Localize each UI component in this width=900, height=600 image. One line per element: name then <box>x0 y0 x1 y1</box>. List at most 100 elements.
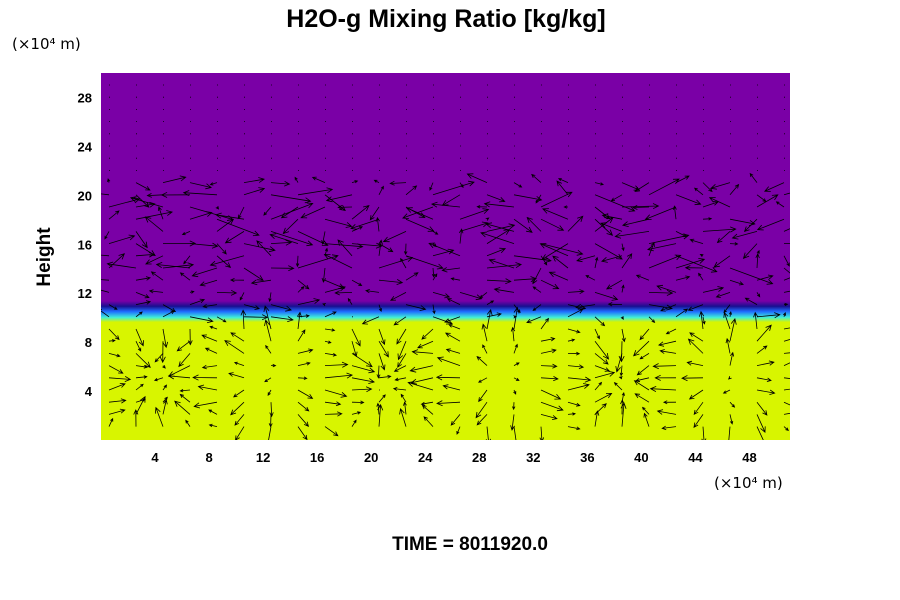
wind-vector <box>646 243 677 252</box>
wind-vector <box>783 377 790 379</box>
wind-vector <box>675 275 691 281</box>
wind-vector <box>323 254 353 269</box>
wind-vector <box>430 201 461 208</box>
wind-vector <box>108 210 120 220</box>
wind-vector <box>513 377 520 381</box>
wind-vector <box>459 208 490 220</box>
wind-vector <box>756 292 761 298</box>
wind-vector <box>693 187 704 196</box>
wind-vector <box>513 182 523 188</box>
wind-vector <box>693 414 704 429</box>
wind-vector <box>297 361 311 366</box>
wind-vector <box>234 414 245 426</box>
wind-vector <box>179 389 191 393</box>
wind-vector <box>108 408 126 415</box>
wind-vector <box>403 401 407 415</box>
wind-vector <box>632 204 650 210</box>
wind-vector <box>271 363 277 368</box>
wind-vector <box>756 389 776 395</box>
wind-vector <box>488 258 515 269</box>
wind-vector <box>297 298 321 305</box>
wind-vector <box>108 339 116 343</box>
wind-vector <box>162 240 197 247</box>
wind-vector <box>432 248 455 257</box>
wind-vector <box>104 231 110 240</box>
wind-vector <box>282 218 299 235</box>
wind-vector <box>154 353 164 363</box>
x-tick-label: 48 <box>742 450 756 465</box>
wind-vector <box>648 241 655 256</box>
wind-vector <box>575 303 596 310</box>
wind-vector <box>702 182 713 193</box>
wind-vector <box>622 218 650 227</box>
wind-vector <box>235 426 245 440</box>
wind-vector <box>783 255 790 267</box>
chart-title: H2O-g Mixing Ratio [kg/kg] <box>286 5 605 33</box>
wind-vector <box>594 292 619 301</box>
x-axis-unit: (×10⁴ m) <box>714 474 783 492</box>
wind-vector <box>756 414 766 434</box>
wind-vector <box>297 187 334 196</box>
wind-vector <box>185 419 191 427</box>
wind-vector <box>480 231 515 244</box>
wind-vector <box>421 404 434 415</box>
wind-vector <box>189 211 213 220</box>
wind-vector <box>567 426 581 431</box>
wind-vector <box>189 316 214 324</box>
wind-vector <box>297 329 306 342</box>
wind-vector <box>540 389 562 400</box>
wind-vector <box>393 365 407 372</box>
wind-vector <box>420 401 434 406</box>
x-tick-label: 16 <box>310 450 324 465</box>
wind-vector <box>540 401 564 412</box>
wind-vector <box>658 340 677 347</box>
wind-vector <box>594 353 609 365</box>
wind-vector <box>675 175 690 183</box>
wind-vector <box>478 389 488 403</box>
y-axis-label: Height <box>34 227 55 287</box>
wind-vector <box>513 389 517 395</box>
wind-vector <box>594 371 616 379</box>
y-axis-unit: (×10⁴ m) <box>12 35 81 53</box>
wind-vector <box>405 207 434 220</box>
wind-vector <box>731 231 758 240</box>
wind-vector <box>392 387 407 391</box>
wind-vector <box>567 289 585 295</box>
wind-vector <box>539 243 569 257</box>
wind-vector <box>540 337 556 342</box>
wind-vector <box>610 194 623 202</box>
wind-vector <box>614 231 650 239</box>
wind-vector <box>618 341 625 363</box>
wind-vector <box>135 276 152 281</box>
wind-vector <box>486 308 493 330</box>
wind-vector <box>324 389 348 398</box>
wind-vector <box>176 340 191 352</box>
wind-vector <box>183 255 191 265</box>
wind-vector <box>540 279 560 290</box>
wind-vector <box>269 233 299 244</box>
wind-vector <box>270 180 291 187</box>
wind-vector <box>783 277 790 281</box>
wind-vector <box>729 401 736 408</box>
wind-vector <box>400 257 407 269</box>
wind-vector <box>135 292 150 299</box>
wind-vector <box>135 201 156 208</box>
wind-vector <box>729 279 744 286</box>
wind-vector <box>729 414 734 425</box>
wind-vector <box>636 365 650 376</box>
wind-vector <box>421 328 434 340</box>
wind-vector <box>448 324 461 330</box>
wind-vector <box>150 271 164 281</box>
wind-vector <box>485 217 490 221</box>
wind-vector <box>456 426 461 435</box>
wind-vector <box>594 194 636 212</box>
x-tick-label: 44 <box>688 450 703 465</box>
wind-vector <box>107 178 111 183</box>
wind-vector <box>162 365 166 369</box>
wind-vector <box>621 243 625 252</box>
wind-vector <box>716 231 731 244</box>
wind-vector <box>405 218 435 232</box>
wind-vector <box>756 274 774 281</box>
wind-vector <box>567 338 576 342</box>
wind-vector <box>199 279 218 287</box>
